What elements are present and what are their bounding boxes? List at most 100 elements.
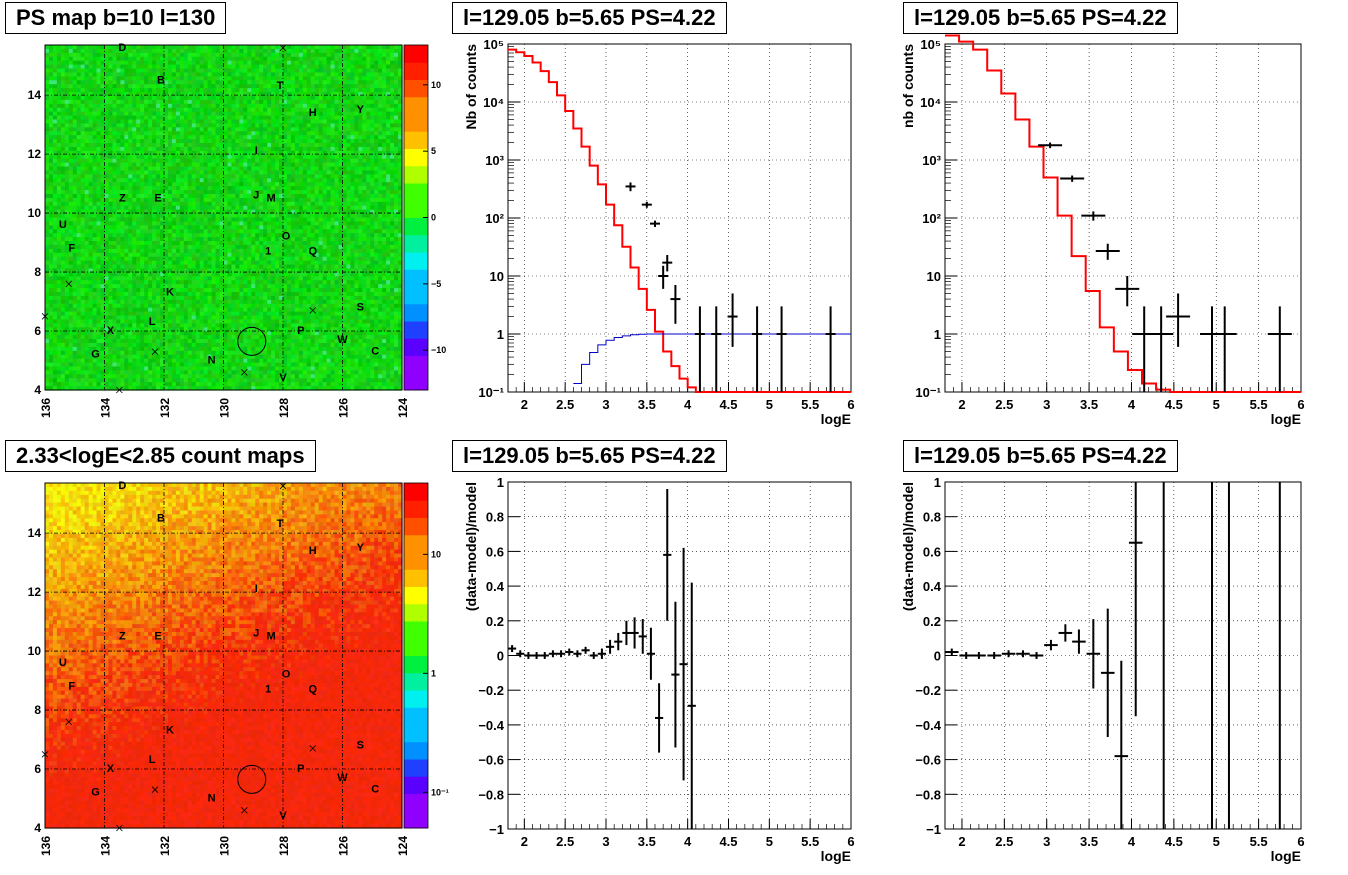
y-axis-label: nb of counts [900,44,916,128]
x-tick-label: 4 [1128,397,1136,412]
map-source-label: P [297,763,304,775]
map-x-tick-label: 126 [337,398,351,418]
map-source-label: G [91,787,100,799]
data-point [752,306,763,392]
plot-frame [944,43,1302,393]
map-x-tick-label: 132 [158,398,172,418]
map-cross-marker [41,750,49,758]
map-cross-marker [279,44,287,52]
map-cross-marker [41,312,49,320]
data-point [625,182,636,192]
y-tick-label: −0.4 [915,718,941,733]
ps-map-title: PS map b=10 l=130 [5,2,227,34]
data-point [658,265,669,289]
residual-panel-2: l=129.05 b=5.65 PS=4.22 2 2.5 3 3.5 4 4.5 5 5.5… [895,438,1348,875]
map-source-label: D [118,480,126,492]
y-tick-label: −0.8 [478,787,504,802]
map-cross-marker [151,348,159,355]
map-x-tick-label: 128 [277,836,291,856]
map-source-label: V [279,810,287,822]
x-tick-label: 3.5 [638,397,656,412]
data-point [1166,293,1191,347]
count-map-panel: 2.33<logE<2.85 count maps 136 134 132 130 12… [0,438,449,875]
data-point [670,284,681,324]
residual-point [945,648,959,656]
x-tick-label: 6 [1297,397,1304,412]
x-tick-label: 2 [958,397,965,412]
map-source-label: D [118,42,126,54]
x-tick-label: 4.5 [719,397,737,412]
palette-tick-label: 10 [431,80,441,90]
residual-point [679,547,688,781]
x-tick-label: 2.5 [556,397,574,412]
residual-point [663,488,672,621]
residual-point [630,617,639,649]
residual-1-chart: 2 2.5 3 3.5 4 4.5 5 5.5 6 −1 −0.8 −0.6 −0.4 −0.2 0 0.2 0… [463,475,855,864]
color-palette [404,45,428,391]
data-point [1095,243,1120,260]
residual-point [1001,650,1016,658]
map-y-tick-label: 6 [34,762,41,776]
x-tick-label: 3 [602,834,609,849]
y-tick-label: 0.6 [923,544,941,559]
model-histogram [945,34,1301,393]
data-point [776,306,787,392]
residual-point [606,639,615,654]
map-source-label: E [154,630,161,642]
x-tick-label: 5.5 [801,834,819,849]
map-x-tick-label: 134 [99,836,113,856]
data-point [1115,276,1140,307]
residual-point [589,652,598,659]
map-source-label: W [337,772,348,784]
x-axis-label: logE [821,411,851,427]
palette-tick-label: −5 [431,279,441,289]
plot-area [508,482,851,829]
map-y-tick-label: 8 [34,265,41,279]
residual-point [1114,660,1129,829]
y-tick-label: 1 [497,327,504,342]
spectrum-panel-2: l=129.05 b=5.65 PS=4.22 2 2.5 3 3.5 4 4.5 5 5.5… [895,0,1348,435]
count-map-title: 2.33<logE<2.85 count maps [5,440,316,472]
map-y-tick-label: 6 [34,324,41,338]
map-cross-marker [116,824,123,832]
y-tick-label: 0.4 [923,579,942,594]
map-source-label: I [255,145,258,157]
map-cross-marker [151,786,159,793]
data-point [694,306,705,392]
x-axis-label: logE [1271,848,1301,864]
map-y-tick-label: 14 [28,526,42,540]
residual-point [638,619,647,654]
residual-point [516,650,525,658]
x-tick-label: 5.5 [1250,834,1268,849]
y-tick-label: 1 [497,475,504,490]
residual-2-title: l=129.05 b=5.65 PS=4.22 [903,440,1178,472]
residual-panel-1: l=129.05 b=5.65 PS=4.22 2 2.5 3 3.5 4 4.5 5 5.5… [440,438,895,875]
x-tick-label: 2 [521,834,528,849]
residual-point [1100,608,1115,738]
x-axis-label: logE [1271,411,1301,427]
y-tick-label: −0.6 [478,753,504,768]
map-x-tick-label: 124 [396,398,410,418]
x-tick-label: 3.5 [638,834,656,849]
map-source-label: U [59,657,67,669]
residual-point [532,652,541,659]
map-source-label: S [357,739,364,751]
map-source-label: O [282,231,291,243]
y-tick-label: −0.6 [915,753,941,768]
y-tick-label: 0.4 [486,579,505,594]
palette-tick-label: 0 [431,213,436,223]
data-point [1060,175,1085,182]
map-y-tick-label: 10 [28,206,42,220]
data-point [650,220,660,227]
map-source-label: H [309,107,317,119]
x-tick-label: 2.5 [995,834,1013,849]
map-cross-marker [241,369,248,376]
y-tick-label: 10 [927,269,941,284]
y-tick-label: 0.8 [923,510,941,525]
map-source-label: K [166,287,174,299]
map-cross-marker [65,718,73,726]
palette-frame [403,482,429,829]
map-cross-marker [309,745,317,752]
residual-point [1029,652,1044,659]
y-tick-label: 10 [490,269,504,284]
